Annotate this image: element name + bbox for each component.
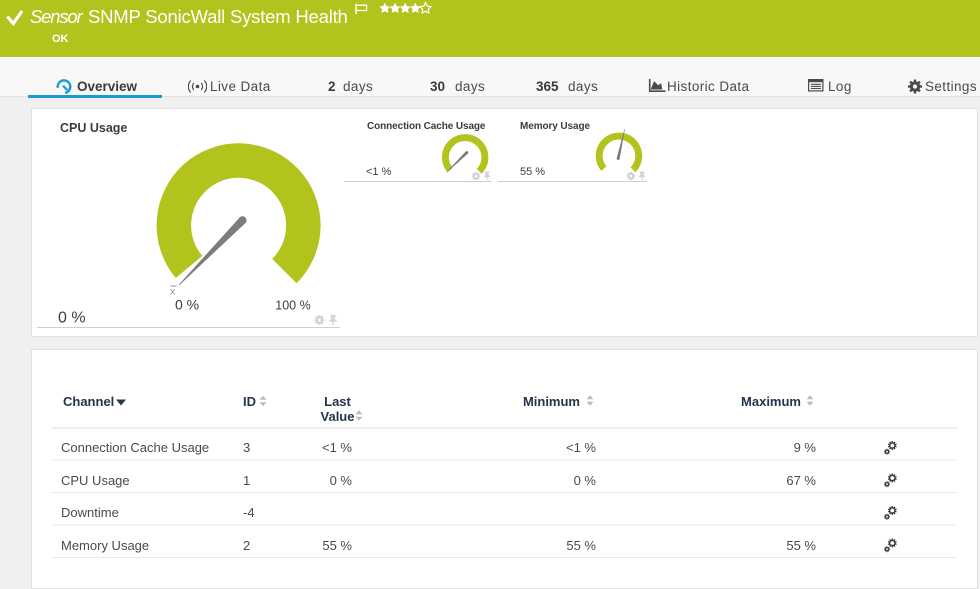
svg-text:0 %: 0 % [58,310,86,327]
svg-text:x: x [170,286,176,298]
svg-text:100 %: 100 % [275,299,310,313]
svg-text:0 %: 0 % [175,297,199,313]
